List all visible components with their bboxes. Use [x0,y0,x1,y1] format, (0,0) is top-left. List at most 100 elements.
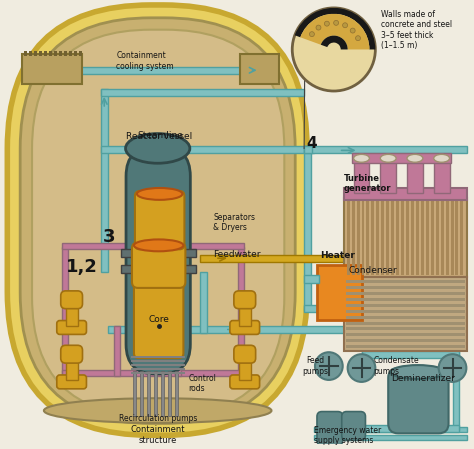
Ellipse shape [126,133,190,163]
Ellipse shape [137,188,182,200]
Text: Heater: Heater [320,251,355,260]
FancyBboxPatch shape [7,5,307,436]
Bar [304,146,467,154]
Text: Steamline: Steamline [138,132,183,141]
FancyBboxPatch shape [234,345,255,363]
Text: Feedwater: Feedwater [213,250,261,260]
FancyBboxPatch shape [134,280,183,358]
Bar [416,200,419,275]
Bar [354,158,369,193]
Wedge shape [295,8,375,49]
Circle shape [350,28,355,33]
Bar [352,154,451,163]
Bar [456,200,458,275]
Bar [175,371,178,415]
Bar [346,292,465,295]
Bar [434,158,449,193]
Text: 1,2: 1,2 [65,258,98,276]
Bar [304,146,311,310]
FancyBboxPatch shape [32,30,284,415]
Bar [154,371,157,415]
Wedge shape [301,14,369,49]
Bar [239,304,251,326]
Bar [200,272,207,334]
FancyBboxPatch shape [317,412,343,445]
Bar [346,280,465,283]
Bar [62,243,126,249]
Bar [451,200,454,275]
FancyBboxPatch shape [126,146,191,374]
Bar [59,52,62,57]
FancyBboxPatch shape [342,412,365,440]
Bar [446,200,448,275]
Bar [426,200,429,275]
FancyBboxPatch shape [61,291,82,308]
Text: 3: 3 [103,229,116,247]
FancyBboxPatch shape [135,191,184,249]
Bar [101,89,304,96]
Bar [346,298,465,301]
Circle shape [310,32,314,37]
Bar [73,52,77,57]
Bar [460,200,464,275]
FancyBboxPatch shape [234,291,255,308]
Bar [346,316,465,319]
Bar [29,52,32,57]
Bar [349,305,356,335]
Circle shape [356,36,361,41]
Circle shape [343,23,347,28]
Bar [366,200,369,275]
Bar [344,198,467,277]
Circle shape [334,20,338,25]
Bar [121,265,133,273]
Bar [79,52,82,57]
Text: Turbine
generator: Turbine generator [344,173,391,193]
Wedge shape [321,35,347,49]
FancyBboxPatch shape [57,375,86,389]
Bar [175,370,245,376]
Text: Demineralizer: Demineralizer [391,374,455,383]
Bar [42,67,260,74]
Bar [62,370,175,376]
Bar [344,188,467,200]
Bar [346,345,465,348]
Bar [184,249,196,257]
Bar [134,371,137,415]
Bar [401,200,404,275]
Text: Condenser: Condenser [349,266,397,275]
Ellipse shape [434,154,449,162]
Bar [22,54,82,84]
Text: Containment
structure: Containment structure [130,426,185,445]
Bar [121,249,133,257]
Bar [39,52,42,57]
Bar [69,52,72,57]
Bar [176,243,244,249]
Text: Separators
& Dryers: Separators & Dryers [213,213,255,232]
Bar [54,52,57,57]
Bar [352,200,355,275]
Bar [140,371,143,415]
Circle shape [347,354,375,382]
Bar [64,52,67,57]
Bar [436,200,438,275]
Text: Emergency water
supply systems: Emergency water supply systems [314,426,381,445]
Bar [380,158,396,193]
Bar [131,372,185,374]
Ellipse shape [354,154,369,162]
Bar [362,200,365,275]
Bar [147,371,150,415]
Bar [346,334,465,336]
Bar [376,200,379,275]
Text: Core: Core [148,315,169,324]
Text: Reactor vessel: Reactor vessel [126,132,192,141]
FancyBboxPatch shape [388,368,448,433]
Text: Feed
pumps: Feed pumps [302,356,328,375]
Circle shape [315,352,343,380]
Bar [131,360,185,362]
Bar [438,208,445,326]
Bar [238,247,244,376]
Bar [346,310,465,313]
Bar [346,304,465,307]
Bar [314,436,467,440]
Bar [184,265,196,273]
